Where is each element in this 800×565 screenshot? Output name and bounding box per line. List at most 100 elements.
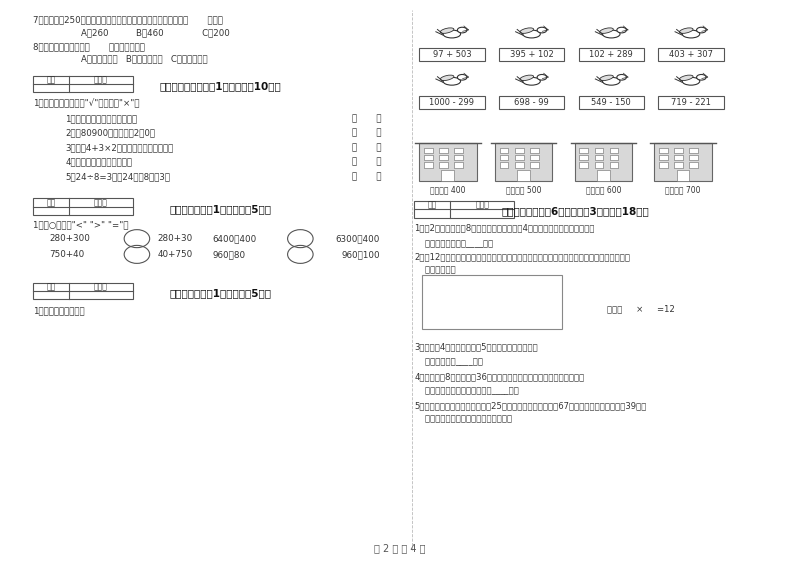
Text: 7、小华家有250本书，小明家比小华家多得多，小明家可能有（       ）本。: 7、小华家有250本书，小明家比小华家多得多，小明家可能有（ ）本。: [34, 15, 223, 24]
Text: 960－100: 960－100: [342, 250, 380, 259]
Ellipse shape: [520, 28, 534, 33]
Text: （       ）: （ ）: [352, 172, 382, 181]
Text: （       ）: （ ）: [352, 158, 382, 167]
FancyBboxPatch shape: [515, 148, 523, 153]
FancyBboxPatch shape: [515, 155, 523, 160]
FancyBboxPatch shape: [414, 201, 514, 218]
FancyBboxPatch shape: [594, 155, 603, 160]
Text: 40+750: 40+750: [158, 250, 193, 259]
FancyBboxPatch shape: [515, 163, 523, 168]
FancyBboxPatch shape: [530, 163, 538, 168]
Text: 评卷人: 评卷人: [94, 75, 108, 84]
Ellipse shape: [522, 77, 540, 85]
FancyBboxPatch shape: [422, 275, 562, 329]
Ellipse shape: [679, 28, 693, 33]
Text: 280+300: 280+300: [50, 234, 90, 243]
FancyBboxPatch shape: [659, 148, 668, 153]
FancyBboxPatch shape: [674, 148, 683, 153]
FancyBboxPatch shape: [499, 96, 564, 109]
Text: A、左脚单脚跳   B、右脚单脚跳   C、双脚并拢跳: A、左脚单脚跳 B、右脚单脚跳 C、双脚并拢跳: [81, 55, 208, 64]
FancyBboxPatch shape: [610, 163, 618, 168]
Ellipse shape: [602, 30, 620, 38]
Ellipse shape: [458, 27, 467, 33]
FancyBboxPatch shape: [578, 96, 644, 109]
FancyBboxPatch shape: [690, 148, 698, 153]
FancyBboxPatch shape: [34, 282, 133, 299]
FancyBboxPatch shape: [499, 49, 564, 61]
Ellipse shape: [440, 75, 454, 81]
Text: 七、连一连（共1大题，共计5分）: 七、连一连（共1大题，共计5分）: [170, 288, 272, 298]
Ellipse shape: [617, 27, 626, 33]
Ellipse shape: [537, 27, 546, 33]
Text: 1、估一估，连一连。: 1、估一估，连一连。: [34, 306, 85, 315]
Text: 1、在○里填上"<" ">" "="。: 1、在○里填上"<" ">" "="。: [34, 221, 129, 229]
Text: 第 2 页 共 4 页: 第 2 页 共 4 页: [374, 544, 426, 554]
Text: 1、判断题。（对的打"√"，错的打"×"）: 1、判断题。（对的打"√"，错的打"×"）: [34, 99, 140, 108]
FancyBboxPatch shape: [530, 155, 538, 160]
Text: 4、四位数一定比三位数大。: 4、四位数一定比三位数大。: [65, 158, 132, 167]
Ellipse shape: [537, 75, 546, 80]
FancyBboxPatch shape: [658, 49, 724, 61]
FancyBboxPatch shape: [419, 96, 485, 109]
Text: 3、小东买4支圆珠笔，每支5元，一共用了多少钱？: 3、小东买4支圆珠笔，每支5元，一共用了多少钱？: [414, 342, 538, 351]
Text: 答：一共用了____元。: 答：一共用了____元。: [414, 357, 483, 366]
Ellipse shape: [679, 75, 693, 81]
Text: 960－80: 960－80: [213, 250, 246, 259]
Ellipse shape: [697, 27, 706, 33]
FancyBboxPatch shape: [439, 155, 448, 160]
Text: 得分: 得分: [428, 201, 437, 210]
Ellipse shape: [440, 28, 454, 33]
Text: 得分: 得分: [46, 75, 56, 84]
FancyBboxPatch shape: [610, 148, 618, 153]
Text: 5、实验小学二年级订《数学报》25份，三年级比二年级多订67份，四年级比三年级少订39份，: 5、实验小学二年级订《数学报》25份，三年级比二年级多订67份，四年级比三年级少…: [414, 402, 646, 411]
FancyBboxPatch shape: [690, 155, 698, 160]
Text: 五、判断对与错（共1大题，共计10分）: 五、判断对与错（共1大题，共计10分）: [160, 81, 282, 91]
Text: 719 - 221: 719 - 221: [671, 98, 711, 107]
Text: 评卷人: 评卷人: [94, 282, 108, 291]
Text: 1、有2箱水，每箱有8瓶，把这些水平均分给4个同学，每个同学能分几瓶？: 1、有2箱水，每箱有8瓶，把这些水平均分给4个同学，每个同学能分几瓶？: [414, 224, 595, 232]
FancyBboxPatch shape: [530, 148, 538, 153]
FancyBboxPatch shape: [424, 155, 433, 160]
Text: 3、计算4+3×2时，先算加法再算乘法。: 3、计算4+3×2时，先算加法再算乘法。: [65, 143, 174, 152]
FancyBboxPatch shape: [517, 170, 530, 181]
FancyBboxPatch shape: [454, 155, 463, 160]
Text: 的乘法算式。: 的乘法算式。: [414, 265, 456, 274]
Text: （       ）: （ ）: [352, 114, 382, 123]
Ellipse shape: [443, 77, 461, 85]
Text: 403 + 307: 403 + 307: [669, 50, 713, 59]
Text: 750+40: 750+40: [50, 250, 85, 259]
FancyBboxPatch shape: [500, 155, 509, 160]
FancyBboxPatch shape: [500, 148, 509, 153]
FancyBboxPatch shape: [579, 163, 588, 168]
FancyBboxPatch shape: [34, 76, 133, 93]
Ellipse shape: [617, 75, 626, 80]
FancyBboxPatch shape: [454, 148, 463, 153]
Text: 280+30: 280+30: [158, 234, 193, 243]
Ellipse shape: [697, 75, 706, 80]
Text: 8、通过测量我们发现（       ）跳得比较远。: 8、通过测量我们发现（ ）跳得比较远。: [34, 42, 145, 51]
Text: 得数接近 600: 得数接近 600: [586, 186, 621, 195]
FancyBboxPatch shape: [659, 163, 668, 168]
FancyBboxPatch shape: [658, 96, 724, 109]
Text: 得数大约 700: 得数大约 700: [666, 186, 701, 195]
Ellipse shape: [602, 77, 620, 85]
FancyBboxPatch shape: [579, 148, 588, 153]
FancyBboxPatch shape: [677, 170, 690, 181]
Text: 得数接近 400: 得数接近 400: [430, 186, 466, 195]
Text: 答：故事书的本数是科技书的____倍。: 答：故事书的本数是科技书的____倍。: [414, 386, 519, 396]
Ellipse shape: [458, 75, 467, 80]
FancyBboxPatch shape: [659, 155, 668, 160]
Text: （       ）: （ ）: [352, 143, 382, 152]
Text: 算式：     ×     =12: 算式： × =12: [607, 304, 675, 313]
Text: 得数大约 500: 得数大约 500: [506, 186, 542, 195]
FancyBboxPatch shape: [500, 163, 509, 168]
FancyBboxPatch shape: [34, 198, 133, 215]
FancyBboxPatch shape: [424, 163, 433, 168]
Text: 2、有12名同学站队，要求每行人数相等，可以怎样排？用你喜欢的图形画一画，再写出对应: 2、有12名同学站队，要求每行人数相等，可以怎样排？用你喜欢的图形画一画，再写出…: [414, 253, 630, 262]
FancyBboxPatch shape: [495, 143, 552, 181]
FancyBboxPatch shape: [574, 143, 632, 181]
Text: 答：每个同学能分____瓶。: 答：每个同学能分____瓶。: [414, 238, 494, 247]
Ellipse shape: [443, 30, 461, 38]
Text: 得分: 得分: [46, 198, 56, 207]
FancyBboxPatch shape: [419, 143, 477, 181]
